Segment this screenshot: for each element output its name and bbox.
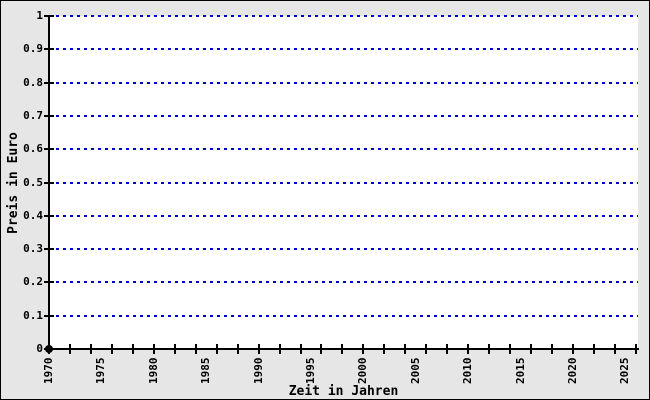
x-axis-line (48, 348, 639, 350)
x-axis-title: Zeit in Jahren (288, 384, 399, 399)
horizontal-gridline (49, 281, 638, 284)
y-axis-title: Preis in Euro (6, 132, 21, 234)
x-tick-label: 1980 (146, 357, 160, 385)
x-tick-label: 2020 (566, 357, 580, 385)
x-tick-label: 2010 (461, 357, 475, 385)
x-tick-label: 1985 (199, 357, 213, 385)
y-tick-label: 0.5 (23, 175, 43, 189)
x-tick-label: 2015 (513, 357, 527, 385)
y-tick-label: 0.1 (23, 308, 43, 322)
horizontal-gridline (49, 214, 638, 217)
data-point-origin[interactable] (45, 345, 53, 353)
horizontal-gridline (49, 114, 638, 117)
y-tick-label: 0.9 (23, 42, 43, 56)
y-tick-label: 0.7 (23, 108, 43, 122)
horizontal-gridline (49, 314, 638, 317)
y-axis-line (48, 16, 50, 350)
x-tick-label: 1975 (94, 357, 108, 385)
y-tick-label: 0 (36, 342, 43, 355)
x-tick-label: 2025 (618, 357, 632, 385)
y-tick-label: 0.4 (23, 208, 43, 222)
y-tick-label: 0.3 (23, 242, 43, 256)
horizontal-gridline (49, 15, 638, 17)
x-tick-label: 1970 (42, 357, 55, 385)
y-tick-label: 0.2 (23, 275, 43, 289)
x-tick-label: 1990 (251, 357, 265, 385)
horizontal-gridline (49, 181, 638, 184)
x-tick-label: 1995 (304, 357, 317, 385)
x-tick-label: 2000 (356, 357, 370, 385)
y-tick-label: 0.6 (23, 142, 43, 156)
horizontal-gridline (49, 248, 638, 251)
horizontal-gridline (49, 48, 638, 51)
y-tick-label: 1 (36, 9, 43, 22)
horizontal-gridline (49, 81, 638, 84)
y-tick-label: 0.8 (23, 75, 43, 89)
x-tick-label: 2005 (408, 357, 422, 385)
horizontal-gridline (49, 148, 638, 151)
